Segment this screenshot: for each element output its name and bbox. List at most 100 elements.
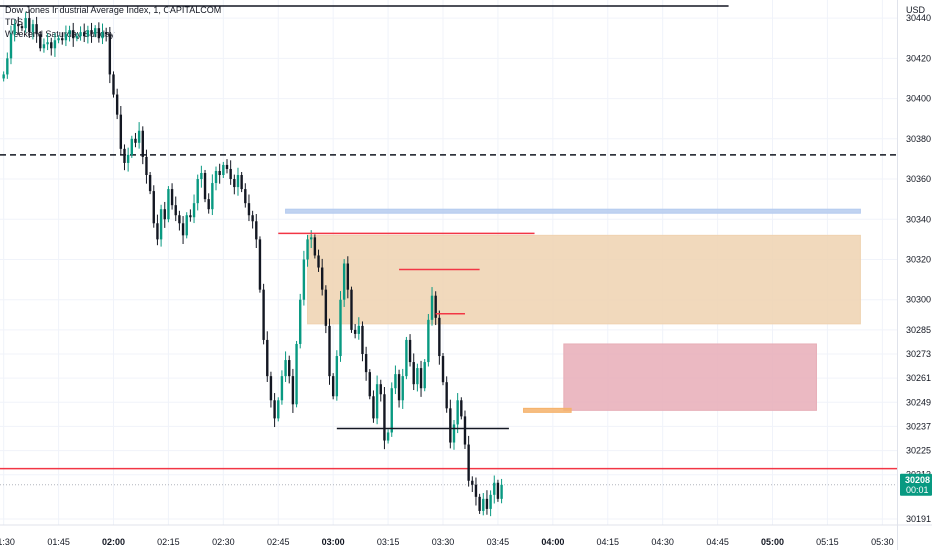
- candle-body: [394, 374, 397, 389]
- candle-body: [240, 175, 243, 190]
- x-tick-label: 05:00: [761, 537, 784, 547]
- last-price-value: 30208: [905, 475, 930, 485]
- candle-body: [13, 24, 16, 35]
- candle-body: [174, 205, 177, 216]
- x-tick-label: 02:00: [102, 537, 125, 547]
- candle-body: [482, 498, 485, 511]
- candle-body: [328, 325, 331, 377]
- candle-body: [218, 170, 221, 175]
- candle-body: [163, 209, 166, 220]
- candle-body: [317, 255, 320, 268]
- last-price-countdown: 00:01: [906, 485, 929, 495]
- candle-body: [233, 179, 236, 188]
- candle-body: [42, 44, 46, 49]
- candle-body: [53, 40, 57, 49]
- candle-body: [445, 382, 448, 409]
- candle-body: [79, 32, 82, 37]
- candle-body: [471, 480, 474, 485]
- chart-levels: [0, 5, 897, 486]
- candle-body: [353, 329, 357, 334]
- x-tick-label: 05:15: [816, 537, 839, 547]
- candle-body: [441, 356, 445, 383]
- candle-body: [72, 30, 75, 39]
- y-tick-label: 30225: [906, 446, 931, 456]
- candle-body: [123, 148, 126, 163]
- x-tick-label: 04:45: [706, 537, 729, 547]
- y-tick-label: 30420: [906, 53, 931, 63]
- candle-body: [430, 295, 434, 320]
- candle-body: [207, 199, 210, 210]
- zone-rect: [563, 343, 817, 411]
- candle-body: [9, 34, 13, 59]
- candle-body: [90, 30, 93, 35]
- candle-body: [277, 400, 280, 419]
- x-tick-label: 02:30: [212, 537, 235, 547]
- candle-body: [20, 26, 24, 29]
- candle-body: [104, 32, 108, 35]
- candle-body: [6, 58, 9, 75]
- candle-body: [145, 156, 148, 175]
- candle-body: [97, 28, 101, 39]
- candle-body: [222, 164, 225, 175]
- x-tick-label: 04:15: [596, 537, 619, 547]
- candle-body: [460, 400, 463, 417]
- candle-body: [302, 259, 306, 300]
- y-tick-label: 30273: [906, 349, 931, 359]
- candle-body: [178, 215, 181, 224]
- candle-body: [438, 317, 441, 357]
- candle-body: [273, 400, 276, 419]
- x-tick-label: 02:45: [267, 537, 290, 547]
- candle-body: [291, 376, 295, 405]
- zone-rect: [285, 208, 861, 214]
- candle-body: [159, 209, 163, 240]
- candle-body: [386, 432, 390, 441]
- candle-body: [35, 24, 38, 35]
- candle-body: [434, 295, 437, 318]
- x-tick-label: 05:30: [871, 537, 894, 547]
- candle-body: [119, 114, 123, 149]
- candle-body: [93, 28, 97, 35]
- candle-body: [200, 172, 203, 180]
- candle-body: [310, 237, 313, 240]
- y-tick-label: 30340: [906, 214, 931, 224]
- y-tick-label: 30249: [906, 397, 931, 407]
- candle-body: [493, 482, 496, 495]
- candle-body: [288, 360, 291, 377]
- y-tick-label: 30237: [906, 421, 931, 431]
- candle-body: [247, 203, 251, 216]
- candle-body: [478, 496, 481, 511]
- y-tick-label: 30320: [906, 254, 931, 264]
- indicator-tds-label[interactable]: TDS: [5, 17, 23, 27]
- candle-body: [203, 172, 207, 200]
- candle-body: [320, 267, 324, 290]
- candle-body: [485, 498, 489, 509]
- chart-zones: [285, 208, 861, 413]
- candle-body: [397, 374, 401, 401]
- y-tick-label: 30261: [906, 373, 931, 383]
- candle-body: [467, 444, 470, 481]
- candle-body: [379, 384, 382, 395]
- candle-body: [262, 289, 265, 340]
- price-axis[interactable]: USD 30440 30420 30400 30380 30360 30340 30320 3…: [897, 0, 932, 550]
- candle-body: [423, 362, 426, 389]
- y-tick-label: 30360: [906, 174, 931, 184]
- candle-body: [266, 339, 269, 377]
- candle-body: [251, 215, 254, 222]
- candle-body: [350, 289, 353, 330]
- zone-rect: [307, 234, 861, 325]
- candle-body: [339, 299, 342, 357]
- indicator-weekend-label[interactable]: Weekend Saturday Sunday: [5, 29, 115, 39]
- candle-body: [408, 339, 412, 363]
- candle-body: [236, 175, 240, 188]
- x-tick-label: 02:15: [157, 537, 180, 547]
- candle-body: [346, 263, 350, 290]
- time-axis[interactable]: 01:30 01:45 02:00 02:15 02:30 02:45 03:00 03:15…: [0, 524, 932, 547]
- candle-body: [401, 376, 404, 401]
- candle-body: [416, 368, 419, 385]
- y-tick-label: 30191: [906, 514, 931, 524]
- y-tick-label: 30285: [906, 325, 931, 335]
- candle-body: [46, 42, 49, 45]
- candle-body: [284, 360, 287, 377]
- candle-body: [68, 30, 71, 35]
